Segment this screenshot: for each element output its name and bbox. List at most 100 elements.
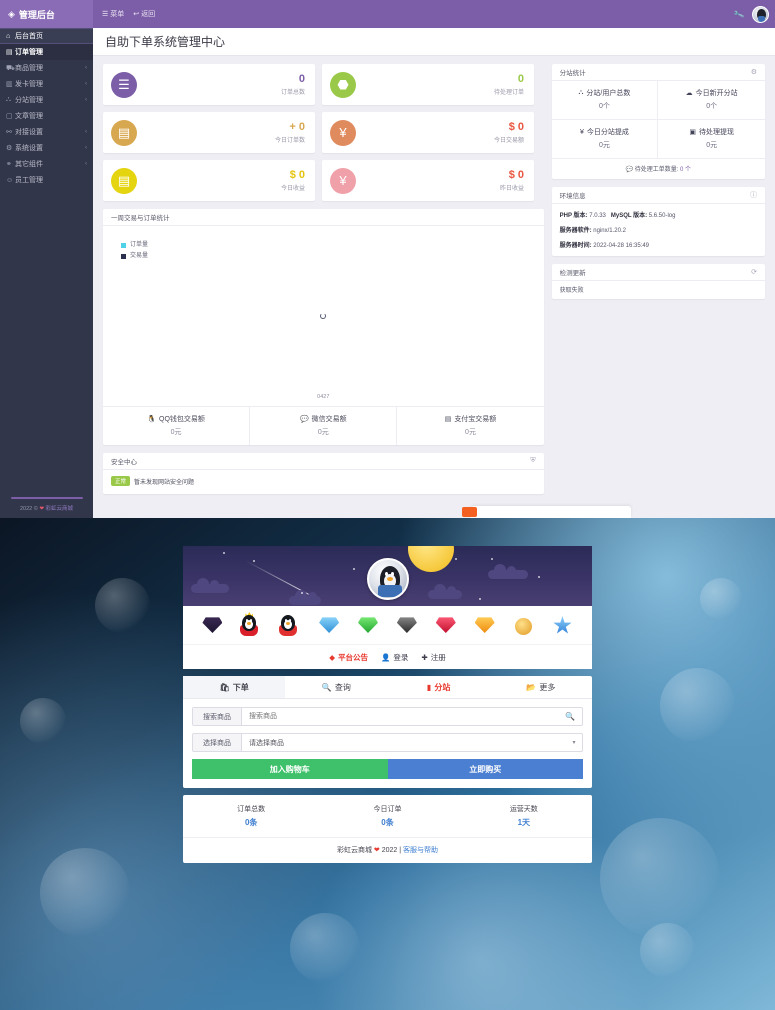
qq-crown-icon[interactable] [201, 614, 223, 636]
bokeh-circle [600, 818, 720, 938]
sidebar-item-products[interactable]: ⛟ 商品管理 ‹ [0, 60, 93, 76]
qq-red-gem-icon[interactable] [435, 614, 457, 636]
sidebar-item-system[interactable]: ⚙ 系统设置 ‹ [0, 140, 93, 156]
substation-total-users[interactable]: ⛬ 分站/用户总数 0个 [551, 81, 659, 120]
substation-label: 分站/用户总数 [586, 90, 631, 97]
stat-card-pending-orders[interactable]: ⬣ 0 待处理订单 [322, 64, 534, 105]
qq-orange-gem-icon[interactable] [474, 614, 496, 636]
payment-alipay[interactable]: ▤ 支付宝交易额 0元 [397, 407, 543, 445]
heart-icon: ❤ [39, 506, 44, 512]
qq-penguin-icon[interactable] [240, 612, 262, 636]
environment-panel-header: 环境信息 ⓘ [551, 187, 765, 204]
penguin-beak [386, 577, 393, 581]
sidebar-item-label: 文章管理 [15, 113, 43, 120]
sidebar-item-articles[interactable]: ▢ 文章管理 [0, 108, 93, 124]
topbar-links: ☰ 菜单 ↩ 返回 [93, 9, 155, 19]
back-button[interactable]: ↩ 返回 [133, 9, 155, 19]
environment-body: PHP 版本: 7.0.33 MySQL 版本: 5.6.50-log 服务器软… [552, 204, 765, 256]
add-to-cart-button[interactable]: 加入购物车 [192, 759, 388, 779]
substation-withdrawals[interactable]: ▣ 待处理提现 0元 [658, 120, 765, 159]
orange-toast-icon[interactable] [462, 506, 631, 518]
tab-more[interactable]: 📂 更多 [490, 676, 592, 698]
card-icon: ▥ [6, 81, 13, 88]
brand-label: 管理后台 [18, 9, 55, 20]
shop-icon: ▮ [426, 682, 432, 692]
legend-item-transactions[interactable]: 交易量 [121, 251, 148, 262]
mysql-version-key: MySQL 版本: [610, 213, 648, 219]
footer-brand: 彩虹云商城 [336, 847, 372, 854]
stat-value: $ 0 [508, 120, 524, 133]
menu-toggle[interactable]: ☰ 菜单 [102, 9, 124, 19]
register-link[interactable]: ✚ 注册 [421, 652, 445, 663]
qq-green-gem-icon[interactable] [357, 614, 379, 636]
update-panel: 检测更新 ⟳ 获取失败 [551, 264, 765, 299]
product-select[interactable]: 请选择商品 [249, 739, 284, 747]
plug-icon: ⚯ [6, 129, 12, 136]
link-label: 平台公告 [338, 652, 369, 662]
security-panel-title: 安全中心 [111, 459, 137, 466]
cloud-shape [191, 578, 229, 593]
sidebar-item-orders[interactable]: ▤ 订单管理 [0, 44, 93, 60]
stat-cards: ☰ 0 订单总数 ⬣ 0 待处理订单 ▤ [103, 64, 544, 201]
shield-icon: ◈ [8, 8, 15, 19]
search-input[interactable] [242, 708, 558, 725]
substation-new-today[interactable]: ☁ 今日新开分站 0个 [658, 81, 765, 120]
payment-qq-wallet[interactable]: 🐧 QQ钱包交易额 0元 [103, 407, 251, 445]
sidebar-item-components[interactable]: ⚭ 其它组件 ‹ [0, 156, 93, 172]
briefcase-icon: ▤ [111, 119, 137, 146]
tab-order[interactable]: 🛍 下单 [183, 676, 286, 698]
stat-card-yesterday-income[interactable]: ¥ $ 0 昨日收益 [322, 160, 534, 201]
status-badge: 正常 [111, 476, 131, 486]
yen-icon: ¥ [580, 128, 584, 136]
sidebar-item-cards[interactable]: ▥ 发卡管理 ‹ [0, 76, 93, 92]
sitemap-icon: ⛬ [6, 96, 11, 103]
stat-card-today-amount[interactable]: ¥ $ 0 今日交易额 [322, 112, 534, 153]
stat-value: + 0 [289, 120, 305, 133]
user-icon: ☺ [6, 176, 14, 184]
search-icon[interactable]: 🔍 [565, 712, 575, 721]
stat-card-today-income[interactable]: ▤ $ 0 今日收益 [103, 160, 315, 201]
substation-commission[interactable]: ¥ 今日分站提成 0元 [551, 120, 659, 159]
qq-penguin-avatar-icon[interactable] [366, 558, 409, 600]
refresh-icon[interactable]: ⟳ [751, 269, 757, 276]
help-link[interactable]: 客服与帮助 [403, 847, 439, 854]
payment-value: 0元 [170, 429, 182, 436]
qq-super-icon[interactable] [318, 614, 340, 636]
buy-now-button[interactable]: 立即购买 [387, 759, 583, 779]
wrench-icon[interactable]: 🔧 [732, 8, 746, 20]
qq-avatar-icon[interactable] [752, 5, 769, 23]
footer-separator: | [399, 847, 402, 854]
shop-stats-card: 订单总数 0条 今日订单 0条 运营天数 1天 彩虹云商城 ❤ 2022 | 客… [183, 795, 592, 863]
shield-icon[interactable]: ⛨ [530, 457, 536, 464]
qq-star-icon[interactable] [551, 614, 573, 636]
sidebar-item-staff[interactable]: ☺ 员工管理 [0, 172, 93, 188]
weekly-chart[interactable]: 订单量 交易量 0427 [103, 226, 544, 406]
legend-item-orders[interactable]: 订单量 [121, 240, 148, 251]
platform-notice-link[interactable]: ◆ 平台公告 [329, 652, 368, 663]
update-status: 获取失败 [559, 288, 584, 294]
stat-card-total-orders[interactable]: ☰ 0 订单总数 [103, 64, 315, 105]
login-link[interactable]: 👤 登录 [381, 652, 408, 663]
qq-coin-icon[interactable] [513, 614, 535, 636]
chevron-down-icon[interactable]: ▾ [572, 740, 576, 746]
sidebar-item-integration[interactable]: ⚯ 对接设置 ‹ [0, 124, 93, 140]
tab-query[interactable]: 🔍 查询 [285, 676, 387, 698]
user-icon: 👤 [381, 652, 391, 662]
substation-tickets[interactable]: 💬 待处理工单数量: 0 个 [552, 159, 765, 179]
stat-value: 1天 [517, 818, 531, 827]
sidebar-item-home[interactable]: ⌂ 后台首页 [0, 28, 93, 44]
payment-wechat[interactable]: 💬 微信交易额 0元 [250, 407, 398, 445]
stat-label: 今日交易额 [493, 138, 524, 145]
brand-logo[interactable]: ◈ 管理后台 [0, 0, 93, 28]
gear-icon: ⚙ [6, 145, 13, 152]
gear-icon[interactable]: ⚙ [750, 69, 757, 76]
yen-icon: ¥ [330, 167, 356, 194]
plus-icon: ✚ [421, 652, 428, 662]
qq-black-gem-icon[interactable] [396, 614, 418, 636]
qq-penguin-2-icon[interactable] [279, 614, 301, 636]
security-message: 暂未发现网站安全问题 [134, 479, 195, 486]
sidebar-item-substation[interactable]: ⛬ 分站管理 ‹ [0, 92, 93, 108]
stat-card-today-orders[interactable]: ▤ + 0 今日订单数 [103, 112, 315, 153]
info-icon[interactable]: ⓘ [750, 192, 757, 199]
tab-substation[interactable]: ▮ 分站 [388, 676, 490, 698]
